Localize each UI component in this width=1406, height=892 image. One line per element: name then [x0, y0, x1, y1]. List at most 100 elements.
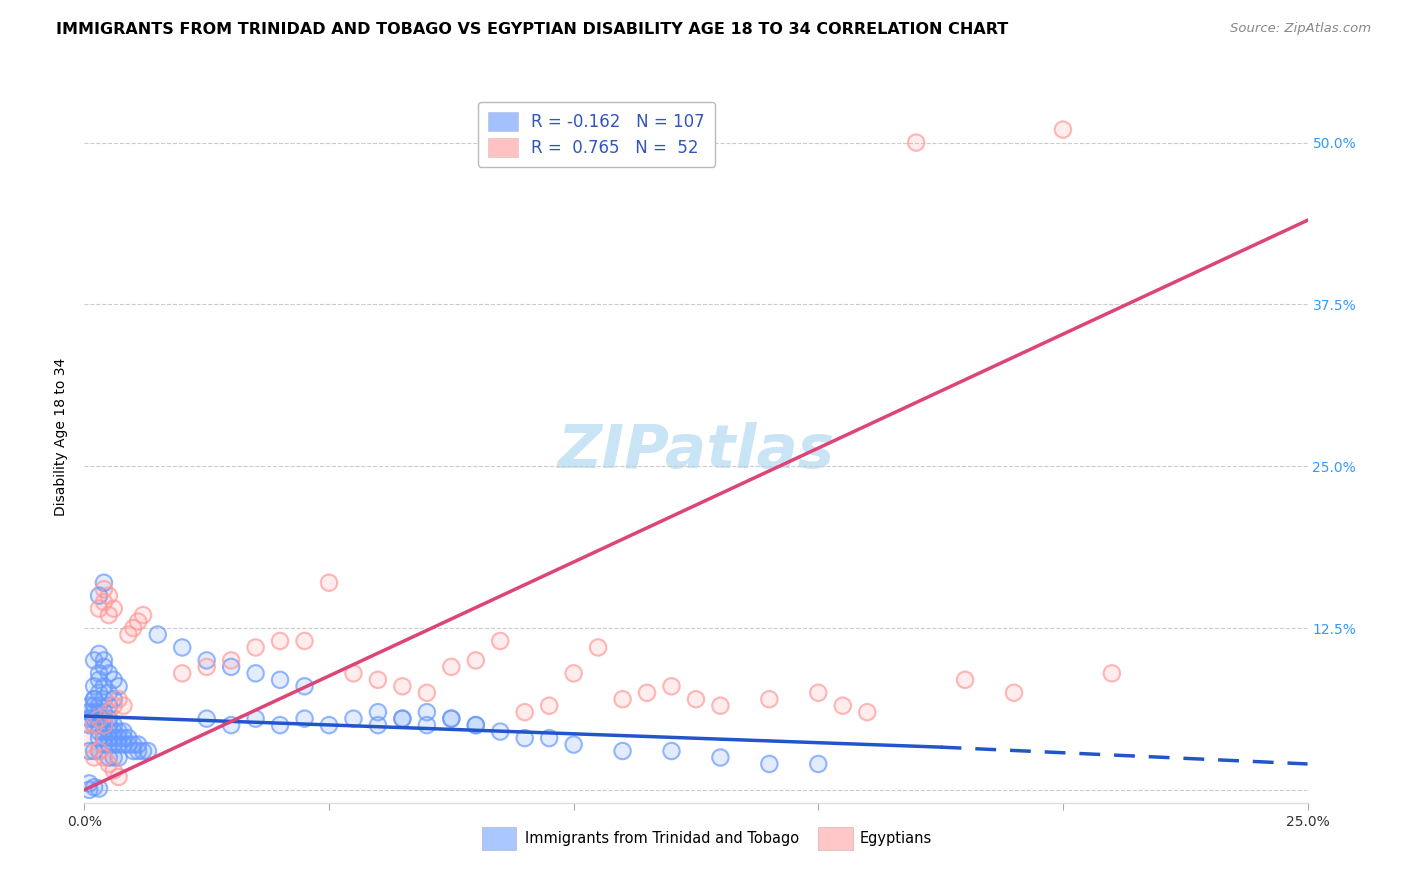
- Y-axis label: Disability Age 18 to 34: Disability Age 18 to 34: [55, 358, 69, 516]
- Point: [127, 738, 149, 752]
- Point: [103, 750, 125, 764]
- Point: [87, 712, 110, 726]
- Point: [758, 756, 780, 771]
- Point: [416, 718, 439, 732]
- Point: [97, 686, 120, 700]
- Point: [127, 744, 149, 758]
- Point: [107, 692, 129, 706]
- Point: [103, 673, 125, 687]
- Point: [87, 718, 110, 732]
- Point: [219, 653, 242, 667]
- Point: [1052, 122, 1074, 136]
- Point: [709, 750, 731, 764]
- Point: [807, 686, 830, 700]
- Point: [661, 744, 683, 758]
- Point: [107, 750, 129, 764]
- Point: [87, 647, 110, 661]
- Point: [416, 705, 439, 719]
- Point: [83, 679, 105, 693]
- Point: [97, 724, 120, 739]
- Point: [318, 575, 340, 590]
- Point: [416, 686, 439, 700]
- Point: [93, 575, 115, 590]
- Point: [87, 589, 110, 603]
- Point: [685, 692, 707, 706]
- Point: [83, 692, 105, 706]
- Point: [103, 738, 125, 752]
- Point: [219, 718, 242, 732]
- Point: [245, 712, 267, 726]
- Point: [831, 698, 853, 713]
- Point: [83, 679, 105, 693]
- Point: [83, 705, 105, 719]
- Point: [97, 666, 120, 681]
- Point: [93, 595, 115, 609]
- Point: [87, 686, 110, 700]
- Point: [93, 582, 115, 597]
- Point: [318, 718, 340, 732]
- Point: [97, 608, 120, 623]
- Point: [83, 692, 105, 706]
- Point: [93, 750, 115, 764]
- Point: [195, 660, 218, 674]
- Point: [93, 679, 115, 693]
- Point: [97, 666, 120, 681]
- Point: [103, 750, 125, 764]
- Point: [807, 686, 830, 700]
- Point: [87, 673, 110, 687]
- Point: [709, 750, 731, 764]
- Point: [87, 647, 110, 661]
- Point: [219, 653, 242, 667]
- Point: [97, 738, 120, 752]
- Point: [77, 705, 100, 719]
- Point: [391, 712, 413, 726]
- Point: [416, 686, 439, 700]
- Point: [112, 698, 135, 713]
- Point: [172, 666, 194, 681]
- Point: [87, 698, 110, 713]
- Point: [93, 660, 115, 674]
- Point: [107, 731, 129, 745]
- Point: [367, 673, 389, 687]
- Point: [367, 705, 389, 719]
- Point: [709, 698, 731, 713]
- Point: [77, 698, 100, 713]
- Point: [77, 698, 100, 713]
- Point: [117, 627, 139, 641]
- Point: [103, 698, 125, 713]
- Point: [93, 660, 115, 674]
- Point: [93, 731, 115, 745]
- Point: [318, 575, 340, 590]
- Point: [87, 589, 110, 603]
- Point: [107, 770, 129, 784]
- Point: [93, 718, 115, 732]
- Point: [342, 666, 364, 681]
- Point: [661, 679, 683, 693]
- Point: [93, 712, 115, 726]
- Point: [87, 712, 110, 726]
- Point: [87, 744, 110, 758]
- Point: [93, 653, 115, 667]
- Point: [83, 750, 105, 764]
- Point: [464, 718, 486, 732]
- Point: [93, 712, 115, 726]
- Point: [93, 731, 115, 745]
- Point: [97, 705, 120, 719]
- Point: [856, 705, 879, 719]
- Point: [562, 738, 585, 752]
- Point: [97, 686, 120, 700]
- Point: [103, 731, 125, 745]
- Point: [562, 738, 585, 752]
- Point: [117, 627, 139, 641]
- Point: [269, 718, 291, 732]
- Point: [195, 712, 218, 726]
- Point: [87, 724, 110, 739]
- Point: [586, 640, 609, 655]
- Point: [107, 724, 129, 739]
- Point: [489, 724, 512, 739]
- Point: [83, 712, 105, 726]
- Point: [905, 136, 928, 150]
- Point: [97, 756, 120, 771]
- Point: [83, 780, 105, 795]
- Point: [219, 660, 242, 674]
